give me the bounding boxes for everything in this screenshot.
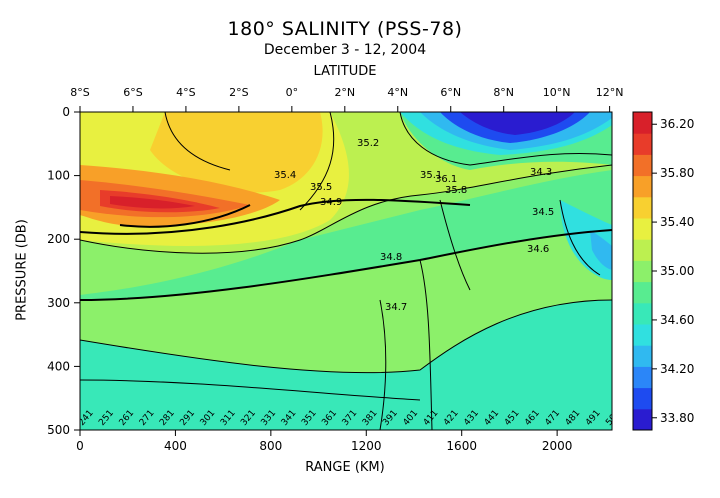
latitude-tick-label: 4°N bbox=[387, 86, 408, 99]
contour-label: 36.1 bbox=[435, 174, 457, 185]
latitude-tick-label: 2°S bbox=[229, 86, 248, 99]
x-tick-label: 400 bbox=[164, 439, 187, 453]
colorbar-swatch bbox=[633, 154, 652, 177]
latitude-tick-label: 10°N bbox=[543, 86, 571, 99]
x-tick-label: 2000 bbox=[542, 439, 573, 453]
salinity-region bbox=[80, 170, 612, 300]
y-tick-label: 300 bbox=[47, 296, 70, 310]
x-axis-label: RANGE (KM) bbox=[305, 460, 385, 475]
latitude-tick-label: 6°S bbox=[123, 86, 142, 99]
y-tick-label: 400 bbox=[47, 359, 70, 373]
colorbar-swatch bbox=[633, 260, 652, 283]
station-label: 501 bbox=[604, 408, 623, 428]
axes: 0 400 800 1200 1600 2000 0 100 200 300 400 500 8°S 6°… bbox=[47, 86, 623, 453]
latitude-tick-label: 4°S bbox=[176, 86, 195, 99]
colorbar-swatch bbox=[633, 133, 652, 155]
contour-line bbox=[379, 299, 387, 430]
x-tick-label: 1200 bbox=[351, 439, 382, 453]
colorbar-swatch bbox=[633, 239, 652, 261]
colorbar-swatch bbox=[633, 281, 652, 304]
colorbar-tick-label: 34.60 bbox=[660, 313, 694, 327]
contour-label: 34.8 bbox=[380, 252, 402, 263]
y-tick-label: 100 bbox=[47, 169, 70, 183]
colorbar-tick-label: 35.00 bbox=[660, 264, 694, 278]
x-tick-label: 1600 bbox=[446, 439, 477, 453]
colorbar-swatch bbox=[633, 218, 652, 240]
plot-frame bbox=[79, 111, 613, 431]
contour-line bbox=[80, 229, 612, 301]
latitude-tick-label: 0° bbox=[286, 86, 299, 99]
colorbar-swatch bbox=[633, 324, 652, 346]
contour-line bbox=[419, 259, 433, 430]
colorbar-swatch bbox=[633, 345, 652, 367]
contour-label: 35.8 bbox=[445, 185, 467, 196]
salinity-region bbox=[460, 112, 575, 135]
colorbar-swatch bbox=[633, 302, 652, 325]
contour-label: 34.7 bbox=[385, 302, 407, 313]
contour-line bbox=[80, 198, 471, 235]
contour-line bbox=[164, 112, 231, 171]
colorbar-tick-label: 34.20 bbox=[660, 362, 694, 376]
top-axis-label: LATITUDE bbox=[313, 64, 377, 79]
salinity-region bbox=[150, 112, 323, 193]
y-tick-label: 200 bbox=[47, 232, 70, 246]
contour-label: 34.5 bbox=[532, 207, 554, 218]
colorbar-swatch bbox=[633, 175, 652, 198]
contour-label: 35.2 bbox=[357, 138, 379, 149]
salinity-region bbox=[110, 196, 195, 209]
contour-lines: 35.4 35.2 35.5 34.9 34.8 34.7 34.6 34.5 35.135.8… bbox=[80, 112, 623, 430]
colorbar-tick-label: 35.40 bbox=[660, 215, 694, 229]
contour-line bbox=[559, 199, 601, 276]
colorbar-tick-label: 35.80 bbox=[660, 166, 694, 180]
latitude-tick-label: 8°S bbox=[70, 86, 89, 99]
contour-label: 35.4 bbox=[274, 170, 296, 181]
contour-label: 35.5 bbox=[310, 182, 332, 193]
chart-subtitle: December 3 - 12, 2004 bbox=[263, 42, 427, 58]
colorbar: 36.20 35.80 35.40 35.00 34.60 34.20 33.80 bbox=[632, 111, 694, 431]
contour-line bbox=[80, 299, 612, 374]
colorbar-swatch bbox=[633, 112, 652, 134]
latitude-tick-label: 6°N bbox=[440, 86, 461, 99]
colorbar-swatch bbox=[633, 387, 652, 410]
contour-label: 34.3 bbox=[530, 167, 552, 178]
colorbar-tick-label: 36.20 bbox=[660, 117, 694, 131]
contour-line bbox=[299, 112, 335, 211]
x-tick-label: 800 bbox=[259, 439, 282, 453]
colorbar-swatch bbox=[633, 196, 652, 219]
contour-label: 34.6 bbox=[527, 244, 549, 255]
latitude-tick-label: 12°N bbox=[596, 86, 624, 99]
contour-line bbox=[119, 204, 251, 228]
salinity-region bbox=[590, 230, 612, 270]
colorbar-swatch bbox=[633, 366, 652, 389]
latitude-tick-label: 8°N bbox=[493, 86, 514, 99]
x-tick-label: 0 bbox=[76, 439, 84, 453]
y-tick-label: 0 bbox=[62, 105, 70, 119]
contour-line bbox=[80, 164, 612, 254]
latitude-tick-label: 2°N bbox=[334, 86, 355, 99]
colorbar-tick-label: 33.80 bbox=[660, 411, 694, 425]
contour-label: 35.1 bbox=[420, 170, 442, 181]
contour-label: 34.9 bbox=[320, 197, 342, 208]
contour-line bbox=[80, 379, 421, 401]
contour-line bbox=[399, 112, 612, 166]
y-tick-label: 500 bbox=[47, 423, 70, 437]
contour-line bbox=[439, 199, 471, 291]
chart-title: 180° SALINITY (PSS-78) bbox=[227, 18, 463, 40]
colorbar-swatch bbox=[633, 408, 652, 431]
